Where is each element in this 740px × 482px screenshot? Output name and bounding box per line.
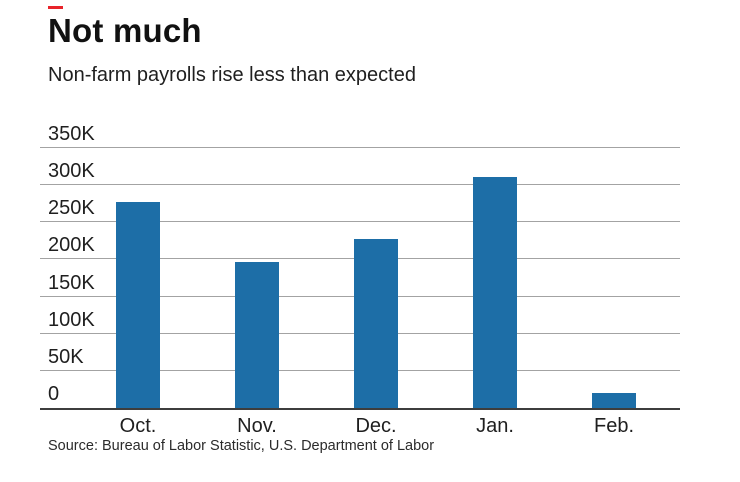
gridline <box>40 221 680 223</box>
y-tick-label: 150K <box>48 271 95 294</box>
y-tick-label: 200K <box>48 234 95 257</box>
chart-subtitle: Non-farm payrolls rise less than expecte… <box>48 64 416 86</box>
x-tick-label: Oct. <box>119 415 157 437</box>
bar-dec <box>354 239 398 408</box>
y-tick-label: 100K <box>48 308 95 331</box>
x-tick-label: Nov. <box>237 415 277 437</box>
source-note: Source: Bureau of Labor Statistic, U.S. … <box>48 438 435 454</box>
x-tick-label: Dec. <box>355 415 397 437</box>
y-tick-label: 300K <box>48 160 95 183</box>
chart-title: Not much <box>48 12 202 49</box>
accent-dash <box>48 6 63 9</box>
x-tick-label: Feb. <box>593 415 635 437</box>
y-tick-label: 350K <box>48 123 95 145</box>
bar-feb <box>592 393 636 408</box>
y-tick-label: 50K <box>48 345 84 368</box>
y-tick-label: 250K <box>48 197 95 220</box>
x-axis-baseline <box>40 408 680 410</box>
bar-nov <box>235 262 279 408</box>
bar-chart: 0 50K 100K 150K 200K 250K 300K 350K Oct. Nov. Dec.… <box>40 123 680 440</box>
gridline <box>40 147 680 148</box>
bar-oct <box>116 202 160 408</box>
y-tick-label: 0 <box>48 383 60 405</box>
x-tick-label: Jan. <box>476 415 514 437</box>
bar-jan <box>473 176 517 408</box>
gridline <box>40 184 680 186</box>
